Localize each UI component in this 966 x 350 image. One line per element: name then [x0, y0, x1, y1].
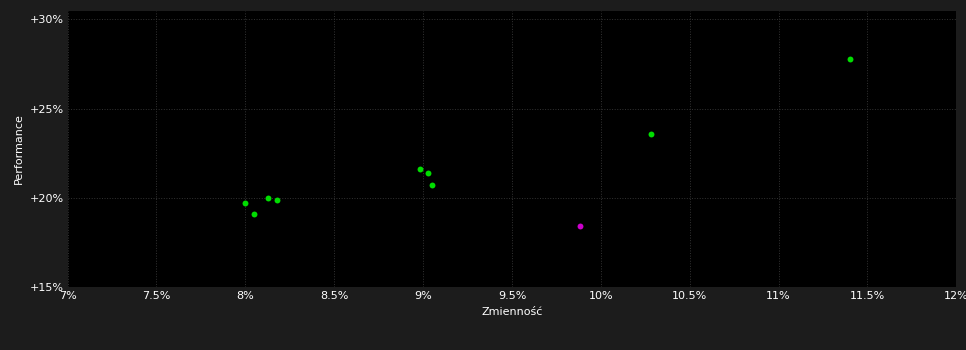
Point: [643, 131, 659, 136]
Point: [238, 200, 253, 206]
Point: [424, 182, 440, 188]
Point: [261, 195, 276, 201]
Point: [412, 167, 427, 172]
Point: [270, 197, 285, 202]
Point: [572, 224, 587, 229]
Point: [421, 170, 437, 176]
Point: [246, 211, 262, 217]
Point: [842, 56, 858, 62]
X-axis label: Zmienność: Zmienność: [481, 307, 543, 317]
Y-axis label: Performance: Performance: [14, 113, 24, 184]
